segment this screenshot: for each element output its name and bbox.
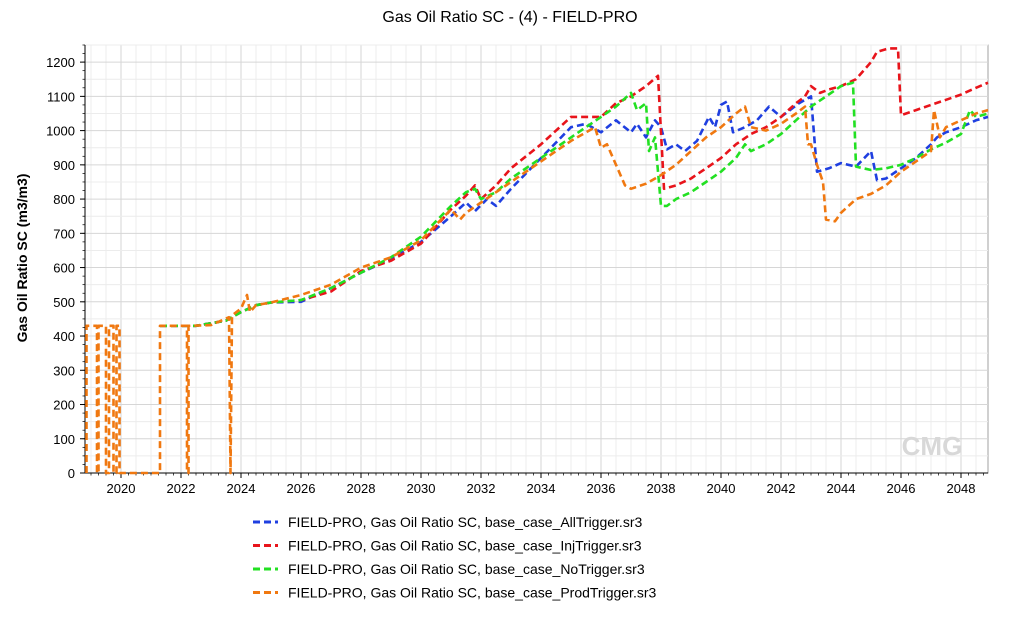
y-tick-label: 700: [53, 226, 75, 241]
x-tick-label: 2032: [467, 481, 496, 496]
legend-label: FIELD-PRO, Gas Oil Ratio SC, base_case_P…: [288, 585, 657, 601]
x-tick-label: 2026: [287, 481, 316, 496]
y-tick-label: 300: [53, 363, 75, 378]
plot-area: [84, 44, 989, 474]
y-axis-label: Gas Oil Ratio SC (m3/m3): [14, 174, 30, 343]
legend-label: FIELD-PRO, Gas Oil Ratio SC, base_case_N…: [288, 561, 645, 577]
y-tick-label: 400: [53, 329, 75, 344]
y-tick-label: 1200: [46, 55, 75, 70]
y-tick-label: 800: [53, 192, 75, 207]
series-line-3: [85, 105, 989, 475]
y-tick-label: 100: [53, 432, 75, 447]
x-tick-label: 2048: [947, 481, 976, 496]
x-tick-label: 2036: [587, 481, 616, 496]
x-tick-label: 2046: [887, 481, 916, 496]
x-tick-label: 2024: [227, 481, 256, 496]
y-tick-label: 900: [53, 158, 75, 173]
series-line-0: [160, 95, 989, 328]
legend-item-3: FIELD-PRO, Gas Oil Ratio SC, base_case_P…: [253, 585, 657, 601]
axis-ticks: 2020 2022 2024 2026 2028 2030 2032 2034 2036 2038…: [46, 44, 988, 496]
y-tick-label: 600: [53, 261, 75, 276]
y-tick-label: 1100: [47, 89, 75, 104]
x-tick-label: 2022: [167, 481, 196, 496]
x-tick-label: 2038: [647, 481, 676, 496]
x-tick-label: 2030: [407, 481, 436, 496]
series-line-1: [160, 47, 989, 328]
x-tick-label: 2020: [107, 481, 136, 496]
y-tick-label: 1000: [46, 124, 75, 139]
legend-item-1: FIELD-PRO, Gas Oil Ratio SC, base_case_I…: [253, 538, 642, 554]
x-tick-label: 2044: [827, 481, 856, 496]
legend-label: FIELD-PRO, Gas Oil Ratio SC, base_case_A…: [288, 514, 642, 530]
legend-item-0: FIELD-PRO, Gas Oil Ratio SC, base_case_A…: [253, 514, 642, 530]
legend: FIELD-PRO, Gas Oil Ratio SC, base_case_A…: [253, 514, 657, 601]
x-tick-label: 2040: [707, 481, 736, 496]
chart-title: Gas Oil Ratio SC - (4) - FIELD-PRO: [382, 9, 637, 26]
x-tick-label: 2028: [347, 481, 376, 496]
y-tick-label: 500: [53, 295, 75, 310]
y-tick-label: 200: [53, 398, 75, 413]
series-line-2: [160, 81, 989, 328]
series-lines: [85, 47, 989, 475]
x-tick-label: 2034: [527, 481, 556, 496]
cmg-watermark: CMG: [902, 431, 963, 461]
y-tick-label: 0: [68, 466, 75, 481]
x-tick-label: 2042: [767, 481, 796, 496]
legend-item-2: FIELD-PRO, Gas Oil Ratio SC, base_case_N…: [253, 561, 645, 577]
legend-label: FIELD-PRO, Gas Oil Ratio SC, base_case_I…: [288, 538, 642, 554]
